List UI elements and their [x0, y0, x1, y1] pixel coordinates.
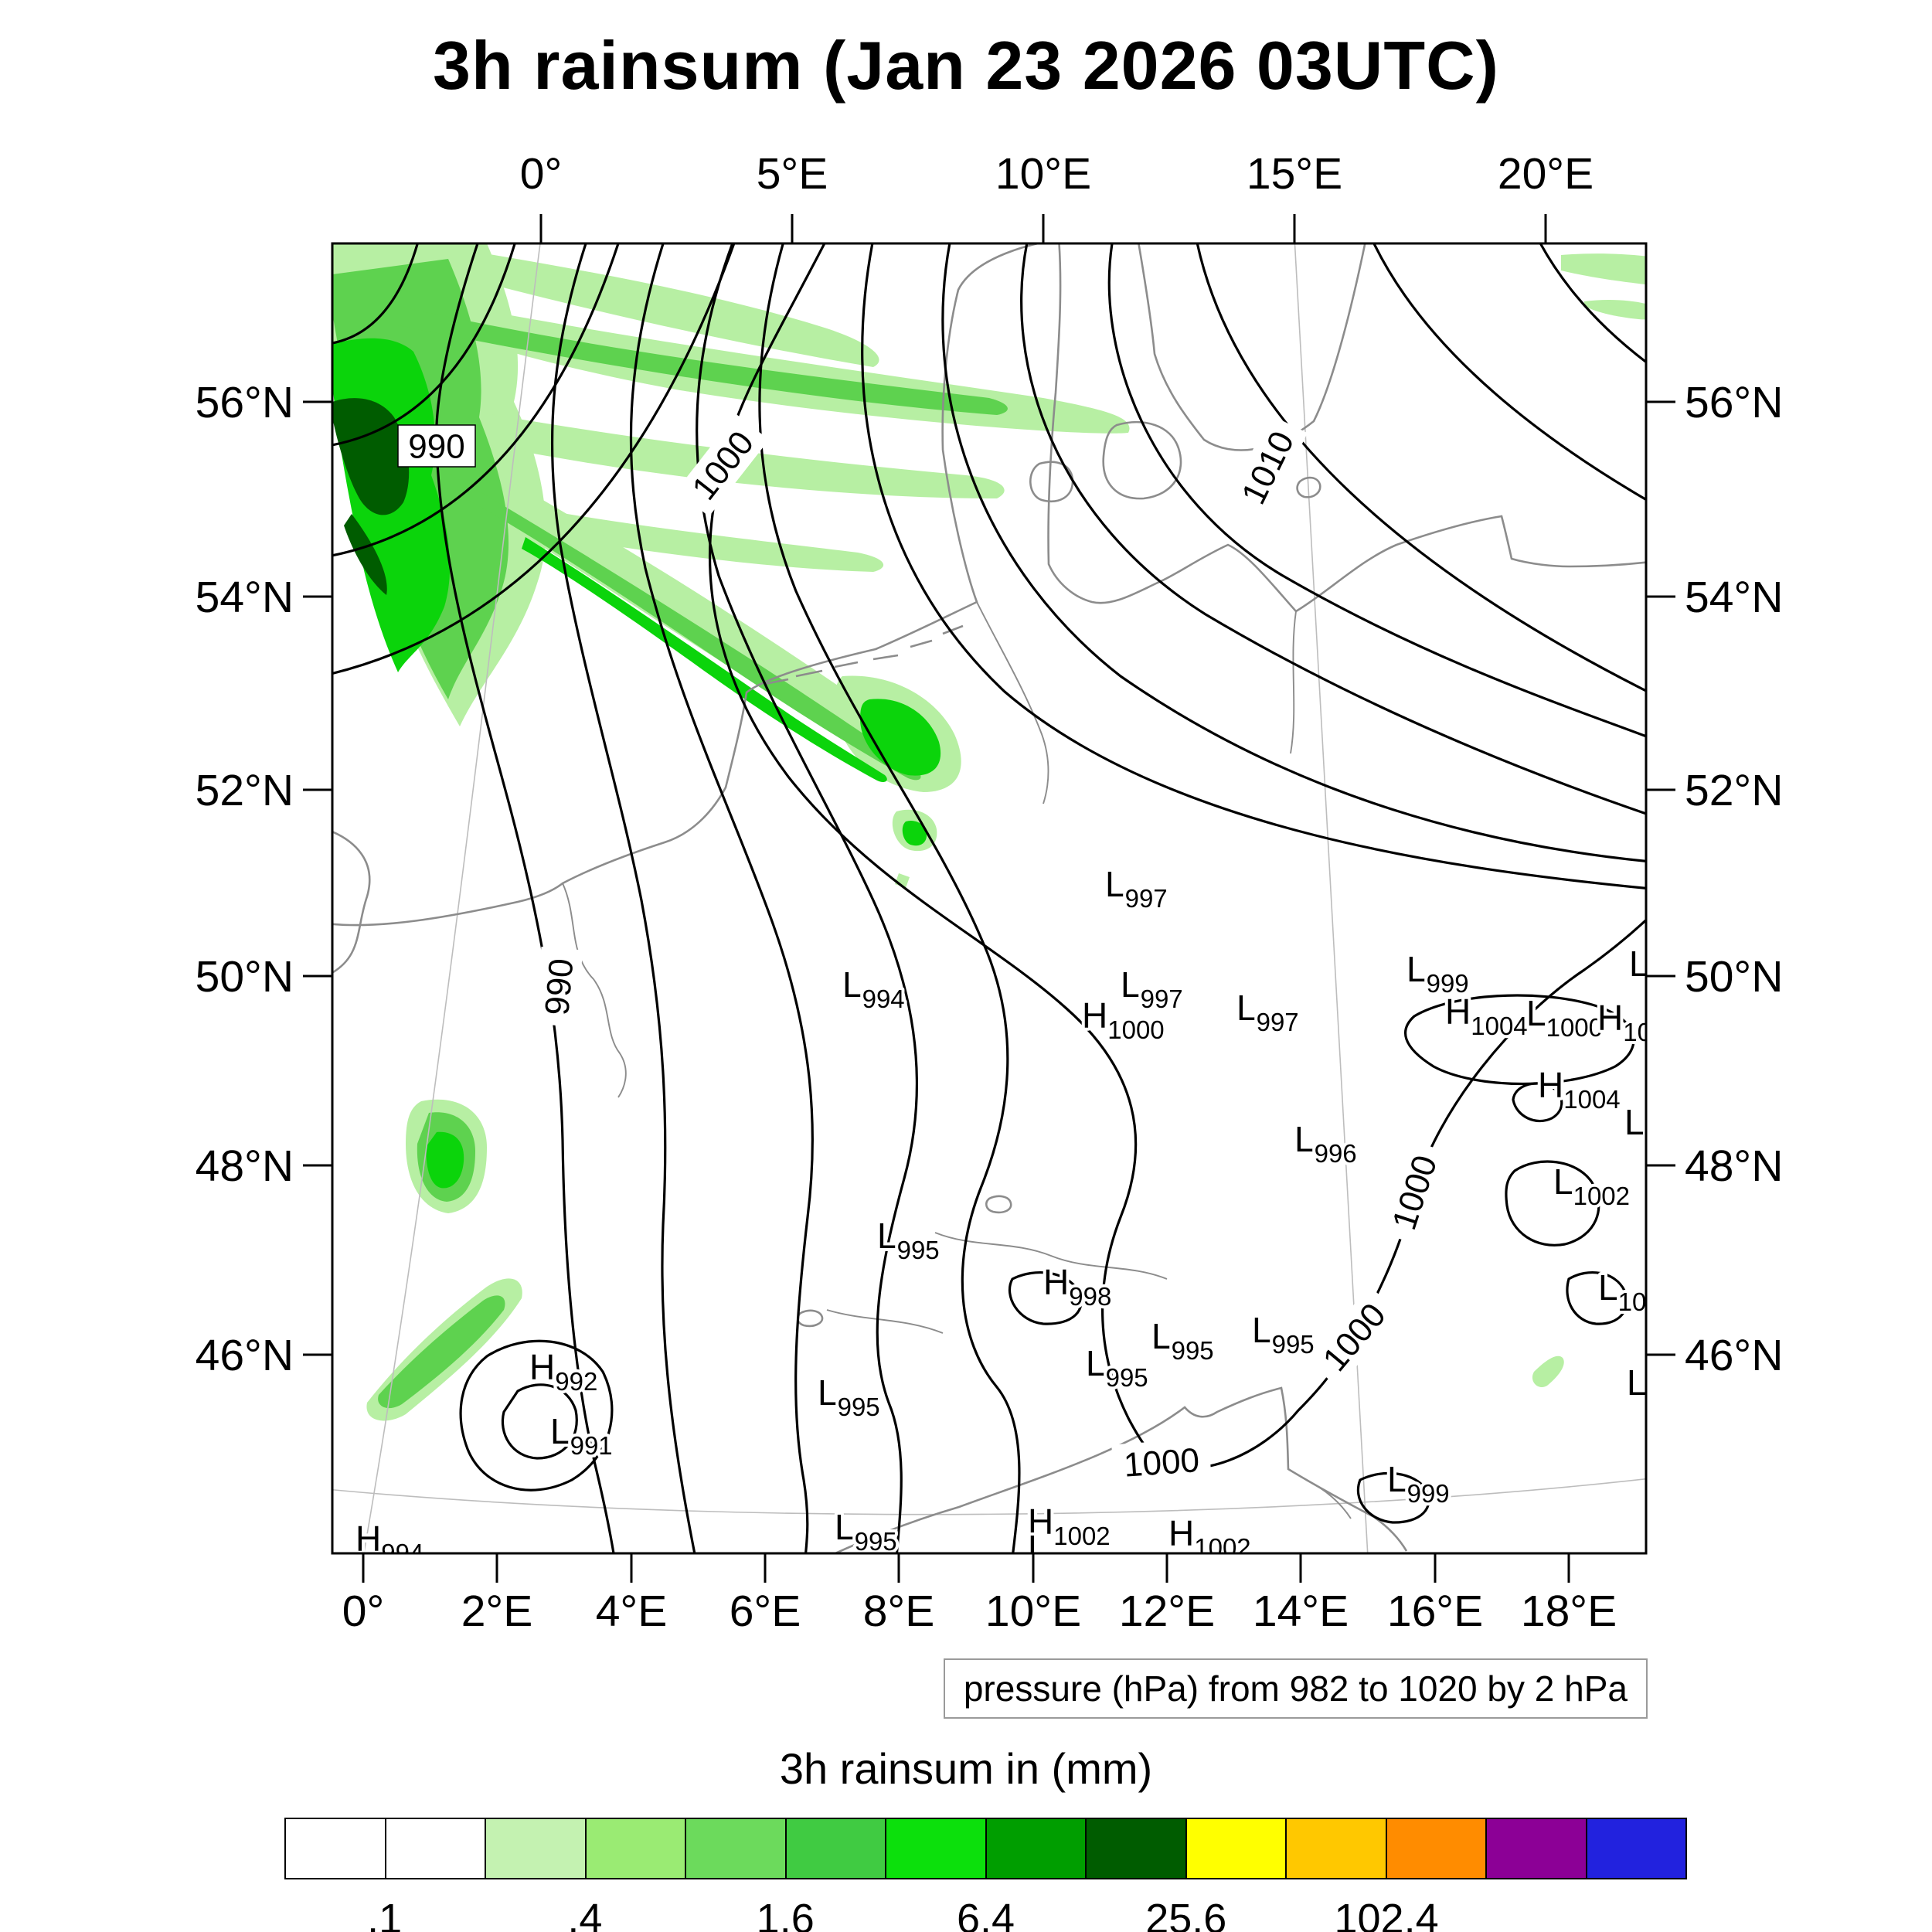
colorbar-segment-7 [986, 1819, 1087, 1878]
pressure-center-l-1002: L1002 [1598, 1267, 1675, 1316]
axis-label-top: 20°E [1497, 149, 1594, 199]
pressure-center-h-1004: H1004 [1445, 992, 1528, 1040]
pressure-center-l-995: L995 [835, 1507, 897, 1556]
pressure-caption-text: pressure (hPa) from 982 to 1020 by 2 hPa [963, 1668, 1628, 1709]
colorbar-tick-label: 1.6 [756, 1896, 815, 1932]
pressure-center-h-1002: H1002 [1168, 1513, 1251, 1562]
axis-label-right: 54°N [1685, 573, 1784, 622]
pressure-center-h-998: H998 [1043, 1262, 1111, 1311]
pressure-center-h-1002: H1002 [1028, 1502, 1111, 1550]
colorbar-segment-13 [1587, 1819, 1685, 1878]
colorbar-segment-8 [1087, 1819, 1187, 1878]
pressure-center-l-995: L995 [877, 1216, 940, 1264]
map-frame [331, 242, 1648, 1555]
colorbar-segment-1 [386, 1819, 486, 1878]
axis-label-top: 0° [519, 149, 563, 199]
colorbar-tick-label: 6.4 [956, 1896, 1015, 1932]
pressure-center-l-999: L999 [1387, 1459, 1450, 1508]
colorbar-title: 3h rainsum in (mm) [779, 1744, 1153, 1793]
axis-label-left: 56°N [195, 378, 294, 427]
axis-label-left: 50°N [195, 952, 294, 1002]
axis-label-top: 10°E [995, 149, 1092, 199]
contour-inline-label-990: 990 [397, 424, 476, 468]
axis-label-bottom: 8°E [862, 1587, 935, 1636]
pressure-center-l-999: L999 [1406, 949, 1469, 998]
coastlines [332, 243, 1646, 1553]
axis-label-left: 54°N [195, 573, 294, 622]
colorbar-segment-3 [586, 1819, 686, 1878]
pressure-center-l-1001: L1001 [1028, 1528, 1104, 1577]
colorbar-tick-label: .1 [367, 1896, 403, 1932]
pressure-center-l-1000: L1000 [1526, 993, 1603, 1042]
axis-label-right: 56°N [1685, 378, 1784, 427]
pressure-center-l-994: L994 [842, 964, 905, 1013]
axis-label-bottom: 16°E [1386, 1587, 1484, 1636]
pressure-center-l-997: L997 [1236, 988, 1299, 1036]
axis-label-right: 48°N [1685, 1141, 1784, 1191]
pressure-contours [332, 243, 1646, 1553]
colorbar-segment-11 [1386, 1819, 1487, 1878]
pressure-center-l-997: L997 [1105, 864, 1168, 913]
colorbar-segment-6 [886, 1819, 987, 1878]
axis-label-bottom: 6°E [729, 1587, 801, 1636]
pressure-center-h-1004: H1004 [1538, 1065, 1621, 1114]
axis-ticks [303, 214, 1675, 1583]
axis-label-bottom: 12°E [1118, 1587, 1216, 1636]
axis-label-left: 48°N [195, 1141, 294, 1191]
axis-label-left: 46°N [195, 1331, 294, 1380]
axis-label-top: 5°E [756, 149, 828, 199]
pressure-caption-box: pressure (hPa) from 982 to 1020 by 2 hPa [943, 1658, 1648, 1719]
contour-label-text: 990 [408, 427, 464, 465]
colorbar-tick-label: .4 [567, 1896, 603, 1932]
colorbar-segment-2 [486, 1819, 587, 1878]
axis-label-bottom: 14°E [1252, 1587, 1349, 1636]
axis-label-right: 52°N [1685, 766, 1784, 815]
pressure-center-h-994: H994 [355, 1519, 423, 1567]
contour-inline-label-1010: 1010 [1227, 414, 1308, 521]
pressure-center-h-992: H992 [529, 1347, 597, 1396]
colorbar-segment-12 [1487, 1819, 1587, 1878]
axis-label-bottom: 18°E [1520, 1587, 1617, 1636]
colorbar-tick-label: 102.4 [1334, 1896, 1439, 1932]
axis-label-bottom: 4°E [595, 1587, 668, 1636]
pressure-center-l-991: L991 [550, 1411, 613, 1460]
pressure-center-l-995: L995 [818, 1372, 880, 1421]
pressure-center-l-1002: L1002 [1553, 1162, 1630, 1210]
axis-label-right: 50°N [1685, 952, 1784, 1002]
colorbar-segment-9 [1186, 1819, 1287, 1878]
pressure-center-l-1: L1 [1629, 944, 1663, 992]
contour-label-text: 990 [538, 957, 580, 1016]
contour-label-text: 1000 [1123, 1441, 1201, 1485]
pressure-center-l-997: L997 [1121, 964, 1183, 1013]
axis-label-left: 52°N [195, 766, 294, 815]
contour-inline-label-1000: 1000 [1379, 1139, 1450, 1246]
chart-title: 3h rainsum (Jan 23 2026 03UTC) [433, 27, 1499, 104]
colorbar-segment-4 [686, 1819, 787, 1878]
pressure-center-h-1000: H1000 [1082, 995, 1165, 1044]
colorbar-segment-10 [1287, 1819, 1387, 1878]
axis-label-top: 15°E [1246, 149, 1343, 199]
pressure-center-l-100: L100 [1627, 1362, 1689, 1411]
colorbar-tick-label: 25.6 [1145, 1896, 1227, 1932]
axis-label-right: 46°N [1685, 1331, 1784, 1380]
pressure-center-l-10: L10 [1624, 1102, 1672, 1151]
axis-label-bottom: 2°E [461, 1587, 533, 1636]
pressure-center-l-995: L995 [1252, 1310, 1315, 1359]
pressure-center-h-1004: H1004 [1597, 998, 1680, 1046]
colorbar [284, 1818, 1687, 1879]
contour-inline-label-1000: 1000 [1111, 1437, 1212, 1487]
pressure-center-l-996: L996 [1294, 1119, 1357, 1168]
rain-shading [332, 243, 1646, 1421]
axis-label-bottom: 0° [342, 1587, 385, 1636]
colorbar-segment-5 [786, 1819, 886, 1878]
pressure-center-l-995: L995 [1086, 1343, 1148, 1392]
pressure-center-l-995: L995 [1151, 1316, 1214, 1365]
axis-label-bottom: 10°E [985, 1587, 1082, 1636]
contour-inline-label-990: 990 [534, 946, 583, 1028]
colorbar-segment-0 [286, 1819, 386, 1878]
